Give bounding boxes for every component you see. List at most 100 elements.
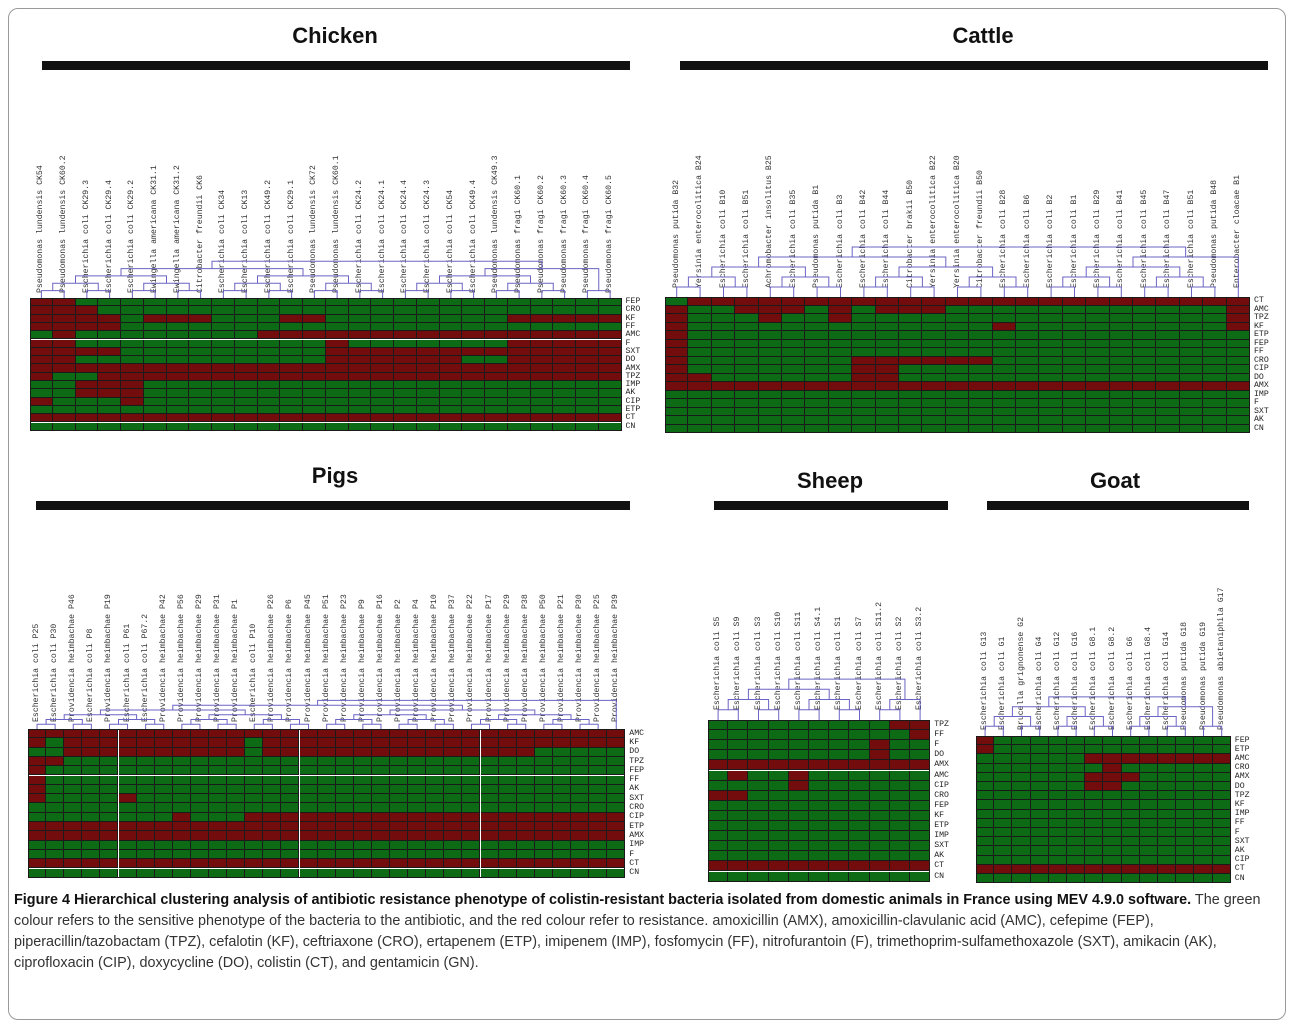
chicken-heatmap-cell bbox=[52, 414, 76, 423]
chicken-heatmap-cell bbox=[166, 356, 190, 365]
pigs-heatmap-cell bbox=[335, 794, 354, 804]
sheep-dendrogram-branch bbox=[758, 709, 780, 720]
pigs-heatmap-cell bbox=[82, 729, 101, 739]
chicken-heatmap-cell bbox=[257, 364, 281, 373]
pigs-heatmap-cell bbox=[82, 775, 101, 785]
goat-heatmap-cell bbox=[1121, 800, 1140, 810]
cattle-heatmap-cell bbox=[1179, 297, 1204, 306]
cattle-heatmap-cell bbox=[665, 365, 689, 374]
chicken-heatmap-cell bbox=[280, 347, 303, 357]
pigs-heatmap-cell bbox=[353, 766, 372, 776]
pigs-heatmap-cell bbox=[534, 775, 553, 785]
cattle-heatmap-cell bbox=[1226, 390, 1250, 399]
goat-heatmap-cell bbox=[1103, 791, 1122, 801]
pigs-heatmap-cell bbox=[607, 840, 626, 850]
chicken-heatmap-cell bbox=[280, 331, 303, 340]
chicken-heatmap-cell bbox=[52, 422, 76, 431]
chicken-antibiotic-label: KF bbox=[625, 313, 636, 323]
sheep-antibiotic-label: CN bbox=[934, 871, 945, 881]
chicken-heatmap-cell bbox=[485, 389, 508, 398]
pigs-heatmap-cell bbox=[317, 840, 336, 850]
goat-heatmap-cell bbox=[1176, 800, 1195, 810]
cattle-heatmap-cell bbox=[735, 416, 759, 425]
sheep-heatmap-cell bbox=[829, 861, 850, 872]
chicken-heatmap-cell bbox=[75, 389, 99, 398]
chicken-heatmap-cell bbox=[189, 397, 212, 406]
pigs-heatmap-cell bbox=[227, 729, 246, 739]
pigs-heatmap-cell bbox=[390, 840, 409, 850]
chicken-heatmap-cell bbox=[598, 364, 622, 373]
goat-antibiotic-label: KF bbox=[1234, 800, 1245, 809]
goat-heatmap-cell bbox=[1012, 837, 1031, 847]
chicken-heatmap-cell bbox=[553, 414, 576, 423]
pigs-heatmap-cell bbox=[118, 756, 137, 767]
pigs-heatmap-cell bbox=[480, 859, 499, 869]
sheep-heatmap-cell bbox=[788, 821, 809, 832]
cattle-heatmap-cell bbox=[852, 365, 876, 374]
sheep-heatmap-cell bbox=[728, 780, 749, 791]
chicken-heatmap-cell bbox=[98, 322, 121, 332]
pigs-heatmap-cell bbox=[245, 729, 264, 739]
pigs-heatmap-cell bbox=[46, 803, 65, 813]
goat-heatmap-cell bbox=[1212, 818, 1231, 828]
sheep-heatmap-cell bbox=[829, 831, 850, 842]
pigs-dendrogram-branch bbox=[507, 723, 527, 729]
pigs-dendrogram-branch bbox=[326, 723, 346, 729]
pigs-heatmap-cell bbox=[64, 840, 83, 850]
cattle-heatmap-cell bbox=[945, 416, 970, 425]
cattle-heatmap-cell bbox=[1203, 390, 1227, 399]
cattle-heatmap-cell bbox=[1133, 365, 1157, 374]
pigs-heatmap-cell bbox=[426, 747, 445, 757]
goat-heatmap-cell bbox=[1103, 828, 1122, 838]
cattle-heatmap-cell bbox=[969, 356, 993, 365]
cattle-heatmap-cell bbox=[1062, 314, 1087, 323]
pigs-heatmap-cell bbox=[46, 794, 65, 804]
chicken-heatmap-cell bbox=[553, 306, 576, 315]
chicken-heatmap-cell bbox=[52, 397, 76, 406]
pigs-heatmap-cell bbox=[190, 803, 209, 813]
goat-heatmap-cell bbox=[994, 800, 1013, 810]
goat-heatmap-cell bbox=[1048, 745, 1067, 755]
cattle-heatmap-cell bbox=[1086, 305, 1110, 314]
chicken-heatmap-cell bbox=[189, 422, 212, 431]
pigs-dendrogram-branch bbox=[190, 718, 228, 725]
cattle-heatmap-cell bbox=[665, 390, 689, 399]
sheep-antibiotic-label: FEP bbox=[934, 800, 949, 810]
pigs-dendrogram-branch bbox=[181, 723, 201, 729]
cattle-heatmap-cell bbox=[688, 382, 712, 391]
pigs-heatmap-cell bbox=[516, 822, 535, 832]
cattle-heatmap-cell bbox=[1133, 331, 1157, 340]
pigs-heatmap-cell bbox=[299, 840, 318, 850]
pigs-heatmap-cell bbox=[46, 747, 65, 757]
sheep-dendrogram-branch bbox=[879, 709, 901, 720]
chicken-heatmap-cell bbox=[371, 356, 394, 365]
cattle-heatmap-cell bbox=[1133, 314, 1157, 323]
pigs-heatmap-cell bbox=[571, 729, 590, 739]
chicken-heatmap-cell bbox=[394, 331, 417, 340]
cattle-heatmap-cell bbox=[1226, 322, 1250, 331]
chicken-heatmap-cell bbox=[462, 397, 485, 406]
chicken-heatmap-cell bbox=[530, 405, 554, 415]
cattle-heatmap-cell bbox=[711, 424, 736, 433]
goat-heatmap-cell bbox=[1012, 864, 1031, 874]
goat-heatmap-cell bbox=[1194, 763, 1213, 773]
cattle-heatmap-cell bbox=[1133, 356, 1157, 365]
chicken-heatmap-cell bbox=[303, 414, 326, 423]
chicken-heatmap-cell bbox=[30, 405, 53, 415]
pigs-dendrogram-branch bbox=[407, 718, 445, 725]
goat-heatmap-cell bbox=[1212, 772, 1231, 782]
chicken-heatmap-cell bbox=[143, 422, 167, 431]
cattle-heatmap-cell bbox=[665, 322, 689, 331]
pigs-heatmap-cell bbox=[516, 840, 535, 850]
cattle-heatmap-cell bbox=[1086, 356, 1110, 365]
sheep-heatmap-cell bbox=[748, 831, 769, 842]
goat-heatmap-cell bbox=[1067, 736, 1086, 746]
chicken-heatmap-cell bbox=[143, 381, 167, 390]
chicken-heatmap-cell bbox=[234, 298, 258, 307]
cattle-dendrogram-branch bbox=[1062, 276, 1111, 287]
chicken-heatmap-cell bbox=[439, 347, 463, 357]
sheep-heatmap-cell bbox=[910, 790, 931, 801]
pigs-heatmap-cell bbox=[172, 747, 191, 757]
sheep-heatmap-cell bbox=[910, 800, 931, 811]
cattle-heatmap-cell bbox=[828, 297, 853, 306]
